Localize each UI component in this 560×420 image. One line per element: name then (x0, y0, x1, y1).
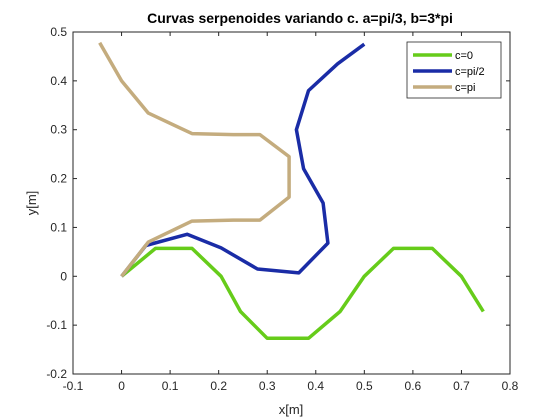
legend: c=0 c=pi/2 c=pi (406, 41, 502, 99)
y-tick-label: 0.2 (50, 172, 67, 186)
y-tick-label: -0.1 (46, 318, 67, 332)
x-tick-label: 0.1 (162, 379, 179, 393)
x-tick-label: 0.4 (307, 379, 324, 393)
legend-label-2: c=pi/2 (455, 66, 485, 78)
y-tick-label: 0 (60, 269, 67, 283)
series-layer (98, 41, 485, 341)
chart-title: Curvas serpenoides variando c. a=pi/3, b… (147, 10, 453, 26)
x-axis-label: x[m] (279, 402, 304, 417)
x-tick-label: 0.6 (405, 379, 422, 393)
x-tick-label: 0.8 (502, 379, 519, 393)
legend-label-3: c=pi (455, 82, 476, 94)
x-tick-label: 0.5 (356, 379, 373, 393)
y-tick-label: 0.3 (50, 123, 67, 137)
y-axis-label: y[m] (24, 191, 39, 216)
x-tick-label: 0.7 (453, 379, 470, 393)
series-line-1 (120, 246, 485, 341)
x-tick-label: 0.2 (210, 379, 227, 393)
x-tick-label: 0 (118, 379, 125, 393)
x-tick-label: 0.3 (259, 379, 276, 393)
y-tick-label: 0.1 (50, 220, 67, 234)
y-tick-label: 0.4 (50, 74, 67, 88)
legend-label-1: c=0 (455, 50, 473, 62)
axes-box (72, 31, 511, 375)
x-axis-ticks: -0.1 0 0.1 0.2 0.3 0.4 0.5 0.6 0.7 0.8 (63, 32, 519, 393)
y-tick-label: 0.5 (50, 25, 67, 39)
series-line-3 (98, 41, 291, 278)
y-tick-label: -0.2 (46, 367, 67, 381)
series-line-2 (120, 42, 366, 278)
y-axis-ticks: -0.2 -0.1 0 0.1 0.2 0.3 0.4 0.5 (46, 25, 510, 381)
x-tick-label: -0.1 (63, 379, 84, 393)
